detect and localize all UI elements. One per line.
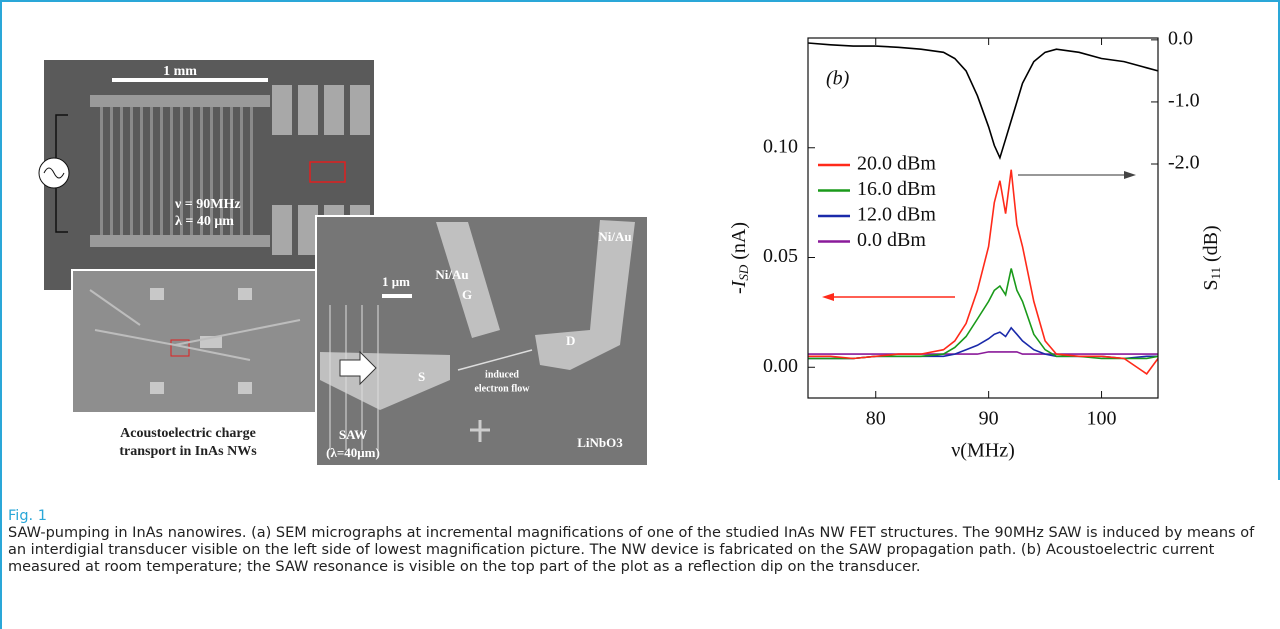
series-line [808,268,1159,360]
plot: (b) ν(MHz) -ISD (nA) S11 (dB) [728,68,1223,462]
micrograph-high: 1 μm Ni/Au G Ni/Au D S induced electron … [315,215,649,467]
y-tick-label: 0.05 [763,245,798,267]
legend-label: 20.0 dBm [857,153,936,175]
drain-label: D [566,333,575,348]
y-tick-label: 0.10 [763,135,798,157]
micrograph-mid [71,269,319,414]
panel-label: (b) [826,68,850,90]
saw-label: SAW [339,427,367,442]
x-tick-label: 80 [866,408,886,430]
y-tick-label: 0.00 [763,355,798,377]
y2-axis-label-sub: 11 [1208,267,1223,280]
drain-metal-label: Ni/Au [598,229,631,244]
legend-label: 0.0 dBm [857,229,926,251]
y2-axis-label-unit: (dB) [1200,225,1222,262]
y2-tick-label: 0.0 [1168,27,1193,49]
series-line [808,351,1158,355]
caption: Fig. 1 SAW-pumping in InAs nanowires. (a… [0,480,1264,629]
scale-label: 1 μm [382,274,410,289]
x-tick-label: 100 [1087,408,1117,430]
series-line [808,169,1159,375]
substrate-label: LiNbO3 [577,435,623,450]
figure-frame [0,0,1280,480]
wavelength-label: λ = 40 μm [175,214,234,229]
legend-label: 12.0 dBm [857,204,936,226]
plot-frame [807,37,1159,399]
x-axis-label: ν(MHz) [951,440,1014,462]
caption-label: Fig. 1 [8,508,47,524]
y2-tick-label: -1.0 [1168,90,1200,112]
frequency-label: ν = 90MHz [174,197,241,212]
flow-label: induced [485,369,519,380]
saw-wavelength-label: (λ=40μm) [326,445,380,460]
gate-metal-label: Ni/Au [435,267,468,282]
y2-tick-label: -2.0 [1168,152,1200,174]
x-tick-label: 90 [979,408,999,430]
scale-label: 1 mm [163,64,197,79]
y2-axis-label: S11 (dB) [1200,225,1223,290]
series-line [807,42,1159,161]
y-axis-label-main: -I [728,279,750,294]
legend-label: 16.0 dBm [857,178,936,200]
gate-label: G [462,287,472,302]
y2-axis-label-main: S [1200,280,1222,291]
micrograph-title: Acoustoelectric charge [120,426,256,441]
micrograph-title: transport in InAs NWs [119,444,257,459]
flow-label: electron flow [474,383,530,394]
caption-text: SAW-pumping in InAs nanowires. (a) SEM m… [8,525,1255,575]
figure: 1 mm ν = 90MHz λ = 40 μm 1 μm Ni/Au G Ni… [38,27,1223,467]
y-axis-label: -ISD (nA) [728,222,751,294]
source-label: S [418,369,425,384]
y-axis-label-sub: SD [736,264,751,281]
y-axis-label-unit: (nA) [728,222,750,260]
